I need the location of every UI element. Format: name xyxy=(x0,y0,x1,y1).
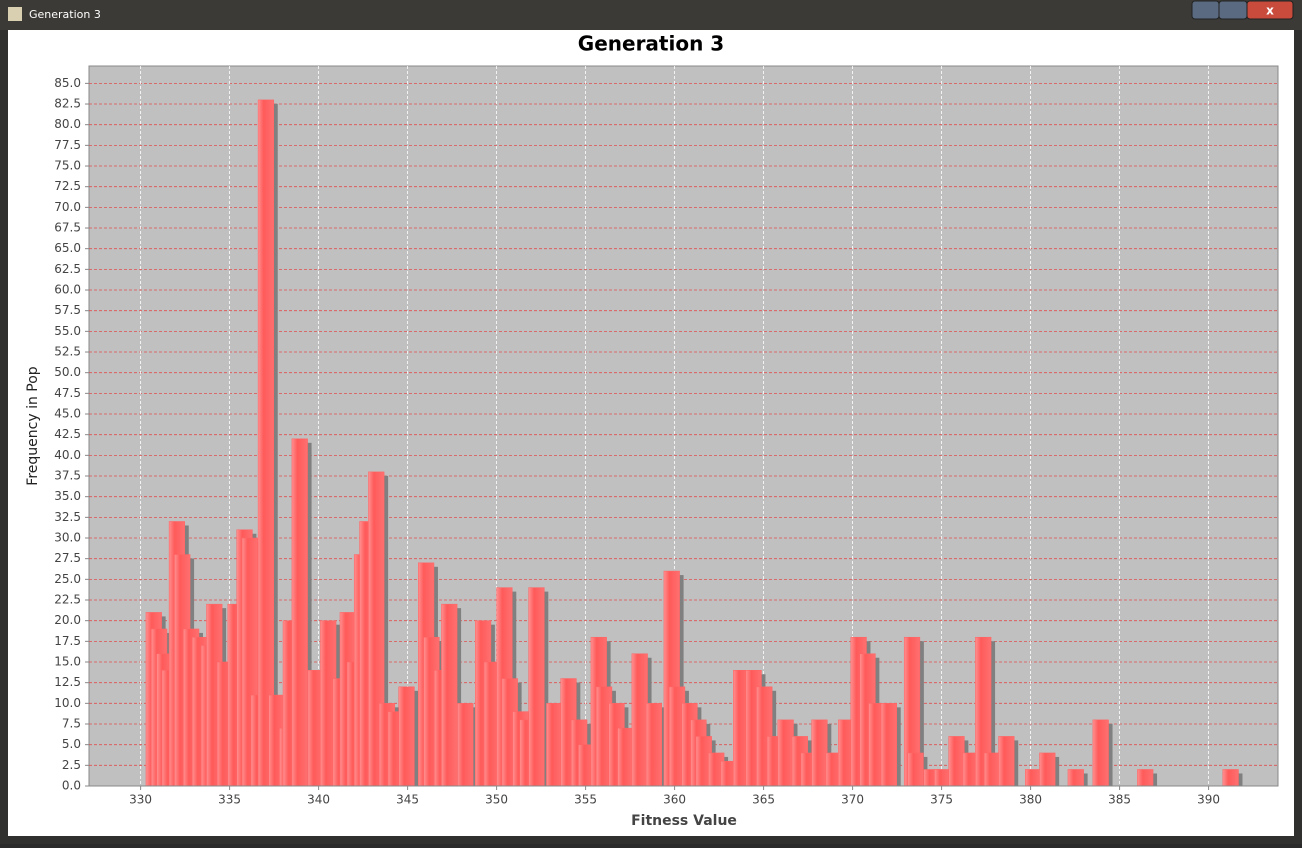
y-tick-label: 67.5 xyxy=(54,221,81,235)
x-tick-label: 370 xyxy=(841,793,864,807)
minimize-button[interactable] xyxy=(1191,0,1220,20)
bar xyxy=(984,752,1001,787)
bar xyxy=(934,769,951,787)
bar xyxy=(1222,769,1239,787)
app-icon xyxy=(8,7,22,21)
y-tick-label: 10.0 xyxy=(54,696,81,710)
y-tick-label: 57.5 xyxy=(54,303,81,317)
chart-title: Generation 3 xyxy=(578,32,724,56)
y-tick-label: 42.5 xyxy=(54,427,81,441)
y-tick-label: 45.0 xyxy=(54,407,81,421)
y-tick-label: 72.5 xyxy=(54,179,81,193)
x-tick-label: 360 xyxy=(663,793,686,807)
y-tick-label: 50.0 xyxy=(54,365,81,379)
y-tick-label: 80.0 xyxy=(54,117,81,131)
y-tick-label: 77.5 xyxy=(54,138,81,152)
x-tick-label: 390 xyxy=(1197,793,1220,807)
y-tick-label: 15.0 xyxy=(54,655,81,669)
y-tick-label: 47.5 xyxy=(54,386,81,400)
bar xyxy=(777,719,794,787)
bar xyxy=(631,653,648,787)
bar xyxy=(907,752,924,787)
y-tick-label: 40.0 xyxy=(54,448,81,462)
y-tick-label: 60.0 xyxy=(54,283,81,297)
y-axis-label: Frequency in Pop xyxy=(25,366,41,485)
bar xyxy=(528,587,545,787)
title-bar xyxy=(0,0,1302,30)
x-tick-label: 330 xyxy=(129,793,152,807)
bar xyxy=(1067,769,1084,787)
x-tick-label: 355 xyxy=(574,793,597,807)
close-button[interactable] xyxy=(1246,0,1294,20)
bar xyxy=(617,727,634,787)
bar xyxy=(1137,769,1154,787)
x-axis-label: Fitness Value xyxy=(631,813,737,829)
x-tick-label: 365 xyxy=(752,793,775,807)
bar xyxy=(1092,719,1109,787)
y-tick-label: 0.0 xyxy=(62,779,81,793)
x-tick-label: 380 xyxy=(1019,793,1042,807)
y-tick-label: 65.0 xyxy=(54,241,81,255)
window-title: Generation 3 xyxy=(29,8,101,21)
x-tick-label: 335 xyxy=(218,793,241,807)
bar xyxy=(880,703,897,787)
y-tick-label: 25.0 xyxy=(54,572,81,586)
bar xyxy=(291,438,308,787)
y-tick-label: 62.5 xyxy=(54,262,81,276)
y-tick-label: 5.0 xyxy=(62,737,81,751)
bar xyxy=(457,703,474,787)
bar xyxy=(1039,752,1056,787)
y-tick-label: 20.0 xyxy=(54,613,81,627)
y-tick-label: 22.5 xyxy=(54,593,81,607)
y-tick-label: 70.0 xyxy=(54,200,81,214)
y-tick-label: 35.0 xyxy=(54,489,81,503)
y-tick-label: 7.5 xyxy=(62,717,81,731)
bar xyxy=(645,703,663,787)
y-tick-label: 32.5 xyxy=(54,510,81,524)
y-tick-label: 37.5 xyxy=(54,469,81,483)
maximize-button[interactable] xyxy=(1218,0,1248,20)
x-tick-label: 340 xyxy=(307,793,330,807)
y-tick-label: 85.0 xyxy=(54,76,81,90)
y-tick-label: 12.5 xyxy=(54,675,81,689)
x-tick-label: 345 xyxy=(396,793,419,807)
bar xyxy=(257,99,275,787)
y-tick-label: 55.0 xyxy=(54,324,81,338)
bar xyxy=(998,736,1015,787)
y-tick-label: 82.5 xyxy=(54,97,81,111)
bar xyxy=(948,736,965,787)
y-tick-label: 2.5 xyxy=(62,758,81,772)
bar xyxy=(441,603,458,787)
bar xyxy=(1024,769,1042,787)
y-tick-label: 27.5 xyxy=(54,551,81,565)
bar xyxy=(811,719,828,787)
x-tick-label: 385 xyxy=(1108,793,1131,807)
bar xyxy=(546,703,563,787)
x-tick-label: 375 xyxy=(930,793,953,807)
y-tick-label: 75.0 xyxy=(54,159,81,173)
bar xyxy=(398,686,415,787)
y-tick-label: 52.5 xyxy=(54,345,81,359)
x-tick-label: 350 xyxy=(485,793,508,807)
close-glyph: x xyxy=(1266,4,1274,18)
y-tick-label: 17.5 xyxy=(54,634,81,648)
y-tick-label: 30.0 xyxy=(54,531,81,545)
